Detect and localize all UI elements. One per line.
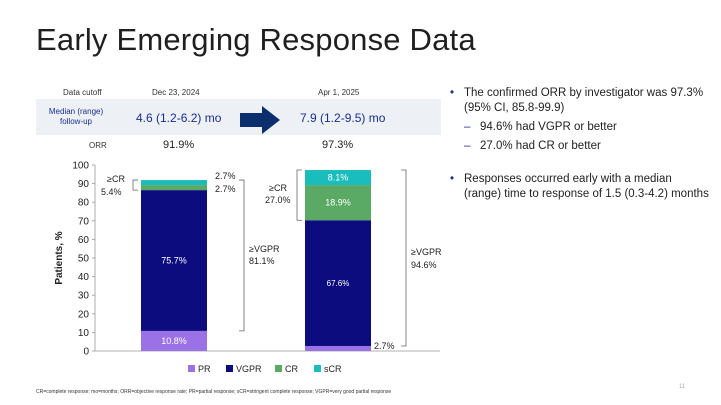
bar-segment-vgpr-1 bbox=[141, 190, 207, 331]
orr-label: ORR bbox=[89, 141, 107, 150]
bracket-cr-value-1: 5.4% bbox=[101, 187, 122, 197]
cutoff-date-2: Apr 1, 2025 bbox=[318, 88, 360, 97]
bracket-cr-2 bbox=[296, 169, 302, 221]
bar-segment-scr-2 bbox=[305, 170, 371, 186]
bracket-vgpr-value-2: 94.6% bbox=[411, 260, 437, 270]
arrow-right-icon bbox=[240, 106, 280, 134]
data-label-cr-1: 2.7% bbox=[215, 184, 236, 194]
dash-icon: – bbox=[464, 121, 471, 133]
median-followup-row bbox=[36, 99, 441, 135]
bracket-vgpr-1 bbox=[239, 179, 245, 332]
page-title: Early Emerging Response Data bbox=[36, 22, 476, 57]
legend-swatch-vgpr bbox=[226, 365, 233, 372]
orr-value-1: 91.9% bbox=[163, 139, 195, 151]
bar-segment-pr-2 bbox=[305, 345, 371, 351]
legend-label-pr: PR bbox=[198, 364, 211, 374]
y-tick-label: 10 bbox=[78, 328, 90, 339]
data-label-pr-2: 2.7% bbox=[374, 341, 395, 351]
bracket-vgpr-label-1: ≥VGPR bbox=[249, 244, 280, 254]
y-tick-label: 40 bbox=[78, 272, 90, 283]
y-tick-label: 20 bbox=[78, 309, 90, 320]
sub-bullet-cr: – 27.0% had CR or better bbox=[464, 140, 601, 152]
orr-value-2: 97.3% bbox=[322, 139, 354, 151]
data-label-scr-2: 8.1% bbox=[328, 173, 349, 183]
y-tick-label: 60 bbox=[78, 235, 90, 246]
bracket-vgpr-2 bbox=[401, 169, 407, 347]
page-number: 11 bbox=[679, 384, 686, 390]
legend-swatch-scr bbox=[314, 365, 321, 372]
bullet-dot-icon: • bbox=[450, 87, 455, 99]
y-tick-label: 90 bbox=[78, 179, 90, 190]
y-tick-label: 0 bbox=[83, 347, 89, 358]
bracket-vgpr-label-2: ≥VGPR bbox=[411, 247, 442, 257]
data-label-pr-1: 10.8% bbox=[161, 336, 187, 346]
data-label-vgpr-1: 75.7% bbox=[161, 256, 187, 266]
bracket-cr-1 bbox=[132, 179, 138, 191]
legend-label-scr: sCR bbox=[324, 364, 342, 374]
bar-segment-cr-1 bbox=[141, 185, 207, 191]
bullet-dot-icon: • bbox=[450, 173, 455, 185]
bar-segment-vgpr-2 bbox=[305, 220, 371, 346]
median-followup-label: Median (range) follow-up bbox=[48, 107, 104, 126]
cutoff-date-1: Dec 23, 2024 bbox=[152, 88, 200, 97]
legend-label-cr: CR bbox=[285, 364, 298, 374]
data-label-scr-1: 2.7% bbox=[215, 171, 236, 181]
legend-swatch-cr bbox=[275, 365, 282, 372]
bracket-cr-value-2: 27.0% bbox=[265, 195, 291, 205]
bracket-cr-label-2: ≥CR bbox=[269, 183, 287, 193]
data-label-cr-2: 18.9% bbox=[325, 198, 351, 208]
footnote: CR=complete response; mo=months; ORR=obj… bbox=[36, 389, 392, 395]
y-tick-label: 100 bbox=[72, 161, 89, 172]
median-followup-1: 4.6 (1.2-6.2) mo bbox=[136, 111, 222, 125]
bracket-vgpr-value-1: 81.1% bbox=[249, 256, 275, 266]
legend-swatch-pr bbox=[188, 365, 195, 372]
bar-segment-scr-1 bbox=[141, 180, 207, 186]
bar-segment-cr-2 bbox=[305, 185, 371, 221]
y-tick-label: 80 bbox=[78, 198, 90, 209]
bracket-cr-label-1: ≥CR bbox=[107, 174, 125, 184]
data-label-vgpr-2: 67.6% bbox=[327, 279, 350, 288]
data-cutoff-label: Data cutoff bbox=[63, 88, 102, 97]
dash-icon: – bbox=[464, 140, 471, 152]
bullet-time-to-response: • Responses occurred early with a median… bbox=[450, 173, 709, 200]
sub-bullet-vgpr: – 94.6% had VGPR or better bbox=[464, 121, 617, 133]
legend-label-vgpr: VGPR bbox=[236, 364, 262, 374]
y-axis-title: Patients, % bbox=[54, 231, 65, 284]
bullet-orr: • The confirmed ORR by investigator was … bbox=[450, 87, 704, 114]
y-tick-label: 30 bbox=[78, 291, 90, 302]
bar-segment-pr-1 bbox=[141, 330, 207, 351]
y-tick-label: 50 bbox=[78, 254, 90, 265]
median-followup-2: 7.9 (1.2-9.5) mo bbox=[300, 111, 386, 125]
key-findings: • The confirmed ORR by investigator was … bbox=[450, 86, 710, 202]
y-tick-label: 70 bbox=[78, 216, 90, 227]
